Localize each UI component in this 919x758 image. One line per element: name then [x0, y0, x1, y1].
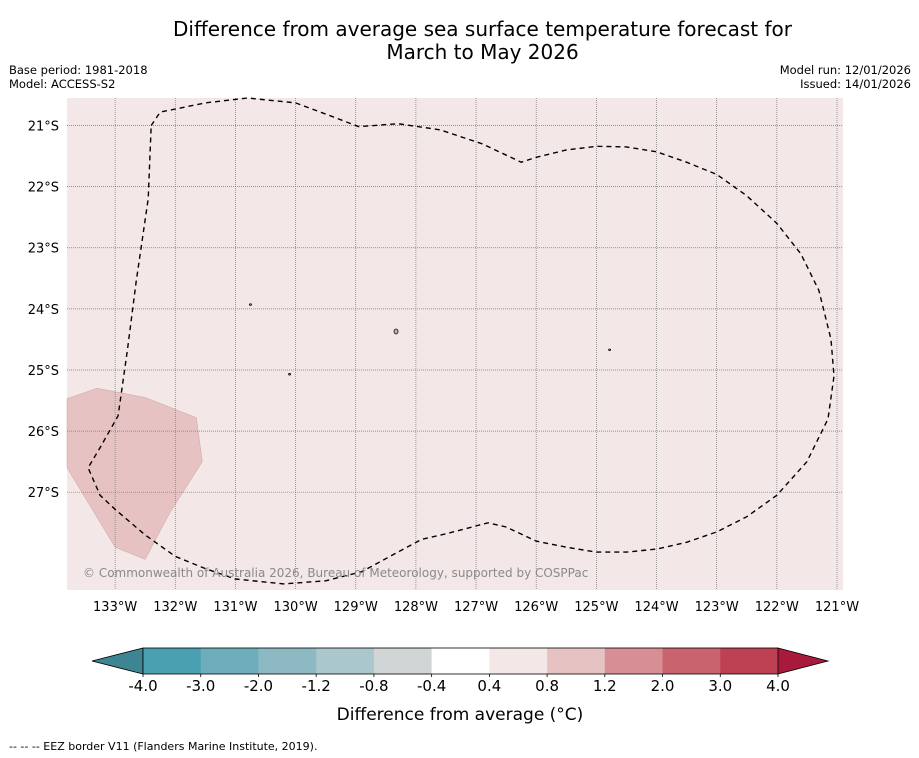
island-c: [608, 348, 611, 352]
base-period: Base period: 1981-2018: [9, 63, 148, 77]
meta-right: Model run: 12/01/2026 Issued: 14/01/2026: [780, 63, 911, 91]
lon-tick-label: 131°W: [213, 600, 257, 615]
colorbar-tick-label: -3.0: [186, 677, 215, 695]
lon-tick-label: 121°W: [815, 600, 859, 615]
model-run: Model run: 12/01/2026: [779, 63, 911, 77]
colorbar-extend-low: [91, 647, 144, 675]
colorbar-tick-label: 3.0: [708, 677, 732, 695]
colorbar-tick-label: -1.2: [302, 677, 331, 695]
lon-tick-label: 128°W: [394, 600, 438, 615]
warm-anomaly-region: [66, 388, 203, 560]
map-background: [67, 98, 843, 590]
islands: [249, 303, 611, 376]
lon-tick-label: 129°W: [334, 600, 378, 615]
colorbar-extend-high: [777, 647, 830, 675]
colorbar-swatch: [373, 648, 433, 674]
lat-tick-label: 22°S: [28, 181, 59, 196]
lon-tick-label: 127°W: [454, 600, 498, 615]
colorbar-tick-label: 2.0: [651, 677, 675, 695]
lat-tick-label: 23°S: [28, 242, 59, 257]
island-d: [249, 303, 252, 306]
colorbar-swatch: [662, 648, 721, 674]
colorbar-tick-label: 0.8: [535, 677, 559, 695]
colorbar-tick-label: 0.4: [477, 677, 501, 695]
lon-tick-label: 123°W: [695, 600, 739, 615]
model-name: Model: ACCESS-S2: [9, 77, 116, 91]
lon-tick-label: 133°W: [93, 600, 137, 615]
map-title: Difference from average sea surface temp…: [100, 18, 865, 64]
title-line-2: March to May 2026: [386, 40, 579, 64]
colorbar-swatch: [431, 648, 490, 674]
colorbar-swatch: [604, 648, 664, 674]
eez-border: [87, 97, 835, 585]
colorbar-tick-label: 4.0: [766, 677, 790, 695]
colorbar-tick-label: -0.8: [359, 677, 388, 695]
colorbar-swatch: [258, 648, 317, 674]
issued-date: Issued: 14/01/2026: [800, 77, 911, 91]
colorbar-title: Difference from average (°C): [337, 705, 584, 725]
lon-tick-label: 126°W: [514, 600, 558, 615]
footer-legend: -- -- -- EEZ border V11 (Flanders Marine…: [9, 740, 318, 753]
lon-tick-label: 124°W: [634, 600, 678, 615]
colorbar-tick-label: 1.2: [593, 677, 617, 695]
colorbar-swatch: [720, 648, 779, 674]
longitude-labels: 133°W 132°W 131°W 130°W 129°W 128°W 127°W 126°W…: [93, 600, 859, 615]
colorbar-swatch: [200, 648, 259, 674]
colorbar-frame: [142, 647, 779, 675]
colorbar-swatch: [316, 648, 375, 674]
lon-tick-label: 125°W: [574, 600, 618, 615]
latitude-labels: 21°S 22°S 23°S 24°S 25°S 26°S 27°S: [28, 120, 59, 502]
lat-tick-label: 25°S: [28, 364, 59, 379]
island-a: [393, 328, 399, 335]
colorbar-tick-label: -0.4: [417, 677, 446, 695]
title-line-1: Difference from average sea surface temp…: [172, 17, 792, 41]
graticule: [67, 98, 843, 590]
colorbar-tick-label: -2.0: [244, 677, 273, 695]
lon-tick-label: 130°W: [274, 600, 318, 615]
lon-tick-label: 132°W: [153, 600, 197, 615]
lat-tick-label: 27°S: [28, 486, 59, 501]
lat-tick-label: 26°S: [28, 425, 59, 440]
colorbar-swatch: [143, 648, 202, 674]
colorbar-tick-label: -4.0: [128, 677, 157, 695]
lon-tick-label: 122°W: [755, 600, 799, 615]
colorbar-swatch: [547, 648, 606, 674]
lat-tick-label: 21°S: [28, 120, 59, 135]
colorbar: -4.0 -3.0 -2.0 -1.2 -0.8 -0.4 0.4 0.8 1.2 2.0 3.0 4…: [91, 647, 830, 695]
colorbar-swatch: [489, 648, 548, 674]
meta-left: Base period: 1981-2018 Model: ACCESS-S2: [9, 63, 148, 91]
copyright-text: © Commonwealth of Australia 2026, Bureau…: [83, 566, 588, 580]
lat-tick-label: 24°S: [28, 303, 59, 318]
island-b: [288, 373, 291, 376]
